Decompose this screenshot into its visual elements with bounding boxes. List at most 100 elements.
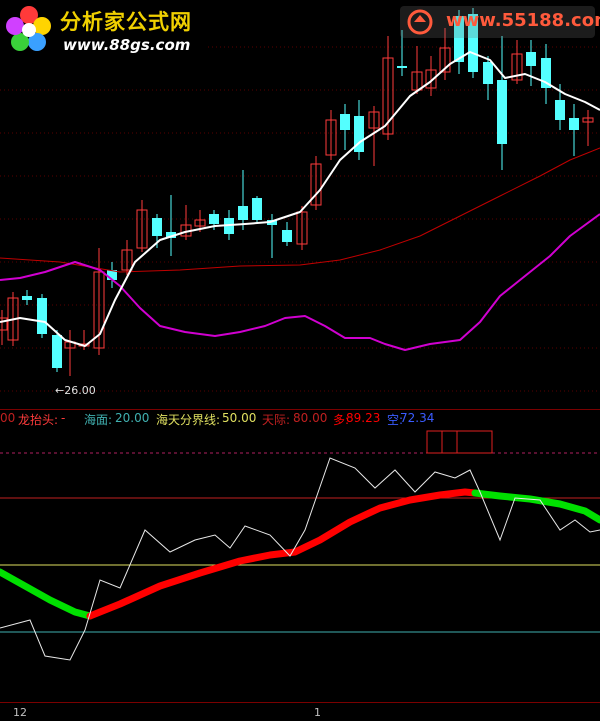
candle-body <box>439 47 451 73</box>
time-axis-label: 1 <box>314 706 321 719</box>
candle-body <box>37 298 47 334</box>
legend-sky-label: 天际: <box>262 413 291 427</box>
candlestick-series <box>0 8 594 376</box>
candle-body <box>511 53 523 81</box>
logo-url: www.88gs.com <box>63 36 191 54</box>
candle-body <box>93 271 105 349</box>
legend-name-label: 龙抬头: <box>18 413 59 427</box>
candle-body <box>454 16 464 62</box>
moving-average-lines <box>0 51 600 351</box>
candlestick <box>497 36 507 170</box>
candle-body <box>267 220 277 225</box>
candle-body <box>397 66 407 68</box>
legend-sky-value: 80.00 <box>293 411 328 425</box>
candlestick <box>368 106 380 166</box>
candlestick <box>296 206 308 250</box>
candle-body <box>382 57 394 135</box>
candle-body <box>22 296 32 300</box>
candlestick <box>136 200 148 252</box>
candle-body <box>555 100 565 120</box>
candlestick <box>325 110 337 160</box>
indicator-lines <box>0 457 600 661</box>
signal-box <box>426 430 443 454</box>
long-band <box>86 488 479 620</box>
candle-body <box>282 230 292 242</box>
candlestick <box>425 56 437 96</box>
candle-body <box>569 118 579 130</box>
flower-logo-icon <box>6 6 51 51</box>
candle-body <box>582 117 594 123</box>
candlestick <box>252 196 262 222</box>
candlestick <box>310 156 322 210</box>
legend-sea-value: 20.00 <box>115 411 150 425</box>
candlestick <box>238 170 248 230</box>
candle-body <box>483 62 493 84</box>
candlestick <box>93 248 105 355</box>
ma-mid-line <box>0 213 600 351</box>
candle-body <box>0 317 8 331</box>
candlestick <box>22 290 32 305</box>
candle-body <box>468 14 478 72</box>
site-watermark: www.55188.com <box>400 6 600 38</box>
low-price-marker: ←26.00 <box>55 384 96 397</box>
candle-body <box>354 116 364 152</box>
momentum-line <box>0 457 600 661</box>
candlestick <box>511 40 523 84</box>
candlestick <box>526 40 536 86</box>
logo-title: 分析家公式网 <box>60 10 192 34</box>
candle-body <box>310 163 322 206</box>
candlestick <box>282 222 292 246</box>
candlestick <box>78 330 90 350</box>
candlestick <box>0 310 8 345</box>
candlestick <box>64 330 76 376</box>
indicator-grid <box>0 430 600 633</box>
candlestick <box>454 10 464 74</box>
candlestick <box>107 262 117 288</box>
candle-body <box>166 232 176 238</box>
candle-body <box>296 211 308 245</box>
short-band <box>0 568 94 620</box>
candlestick <box>397 30 407 76</box>
candlestick <box>340 104 350 150</box>
panel-separator <box>0 409 600 410</box>
candlestick <box>582 110 594 146</box>
ma-short-line <box>0 51 600 347</box>
signal-box <box>456 430 493 454</box>
candle-body <box>541 58 551 88</box>
candle-body <box>209 214 219 224</box>
candlestick <box>166 195 176 256</box>
candle-body <box>325 119 337 156</box>
candle-body <box>52 335 62 368</box>
site-logo-icon <box>407 9 433 35</box>
legend-sea-label: 海面: <box>84 413 113 427</box>
candlestick <box>382 36 394 140</box>
legend-divide-label: 海天分界线: <box>156 413 221 427</box>
legend-long-value: 89.23 <box>346 411 381 425</box>
candlestick <box>483 56 493 100</box>
candle-body <box>497 80 507 144</box>
candle-body <box>152 218 162 236</box>
candle-body <box>194 219 206 227</box>
candle-body <box>526 52 536 66</box>
candle-body <box>340 114 350 130</box>
legend-short-label: 空: <box>387 413 404 427</box>
candlestick <box>37 294 47 338</box>
time-axis: 12 1 <box>0 702 600 721</box>
signal-box <box>441 430 458 454</box>
site-url: www.55188.com <box>446 10 600 31</box>
candle-body <box>136 209 148 249</box>
candle-body <box>368 111 380 129</box>
legend-long-label: 多: <box>333 413 350 427</box>
candle-body <box>121 249 133 271</box>
candle-body <box>238 206 248 220</box>
candlestick <box>468 8 478 78</box>
candle-body <box>252 198 262 220</box>
candlestick <box>354 100 364 160</box>
candlestick <box>52 330 62 372</box>
candlestick <box>541 44 551 104</box>
time-axis-label: 12 <box>13 706 27 719</box>
short-band <box>471 489 600 524</box>
legend-divide-value: 50.00 <box>222 411 257 425</box>
